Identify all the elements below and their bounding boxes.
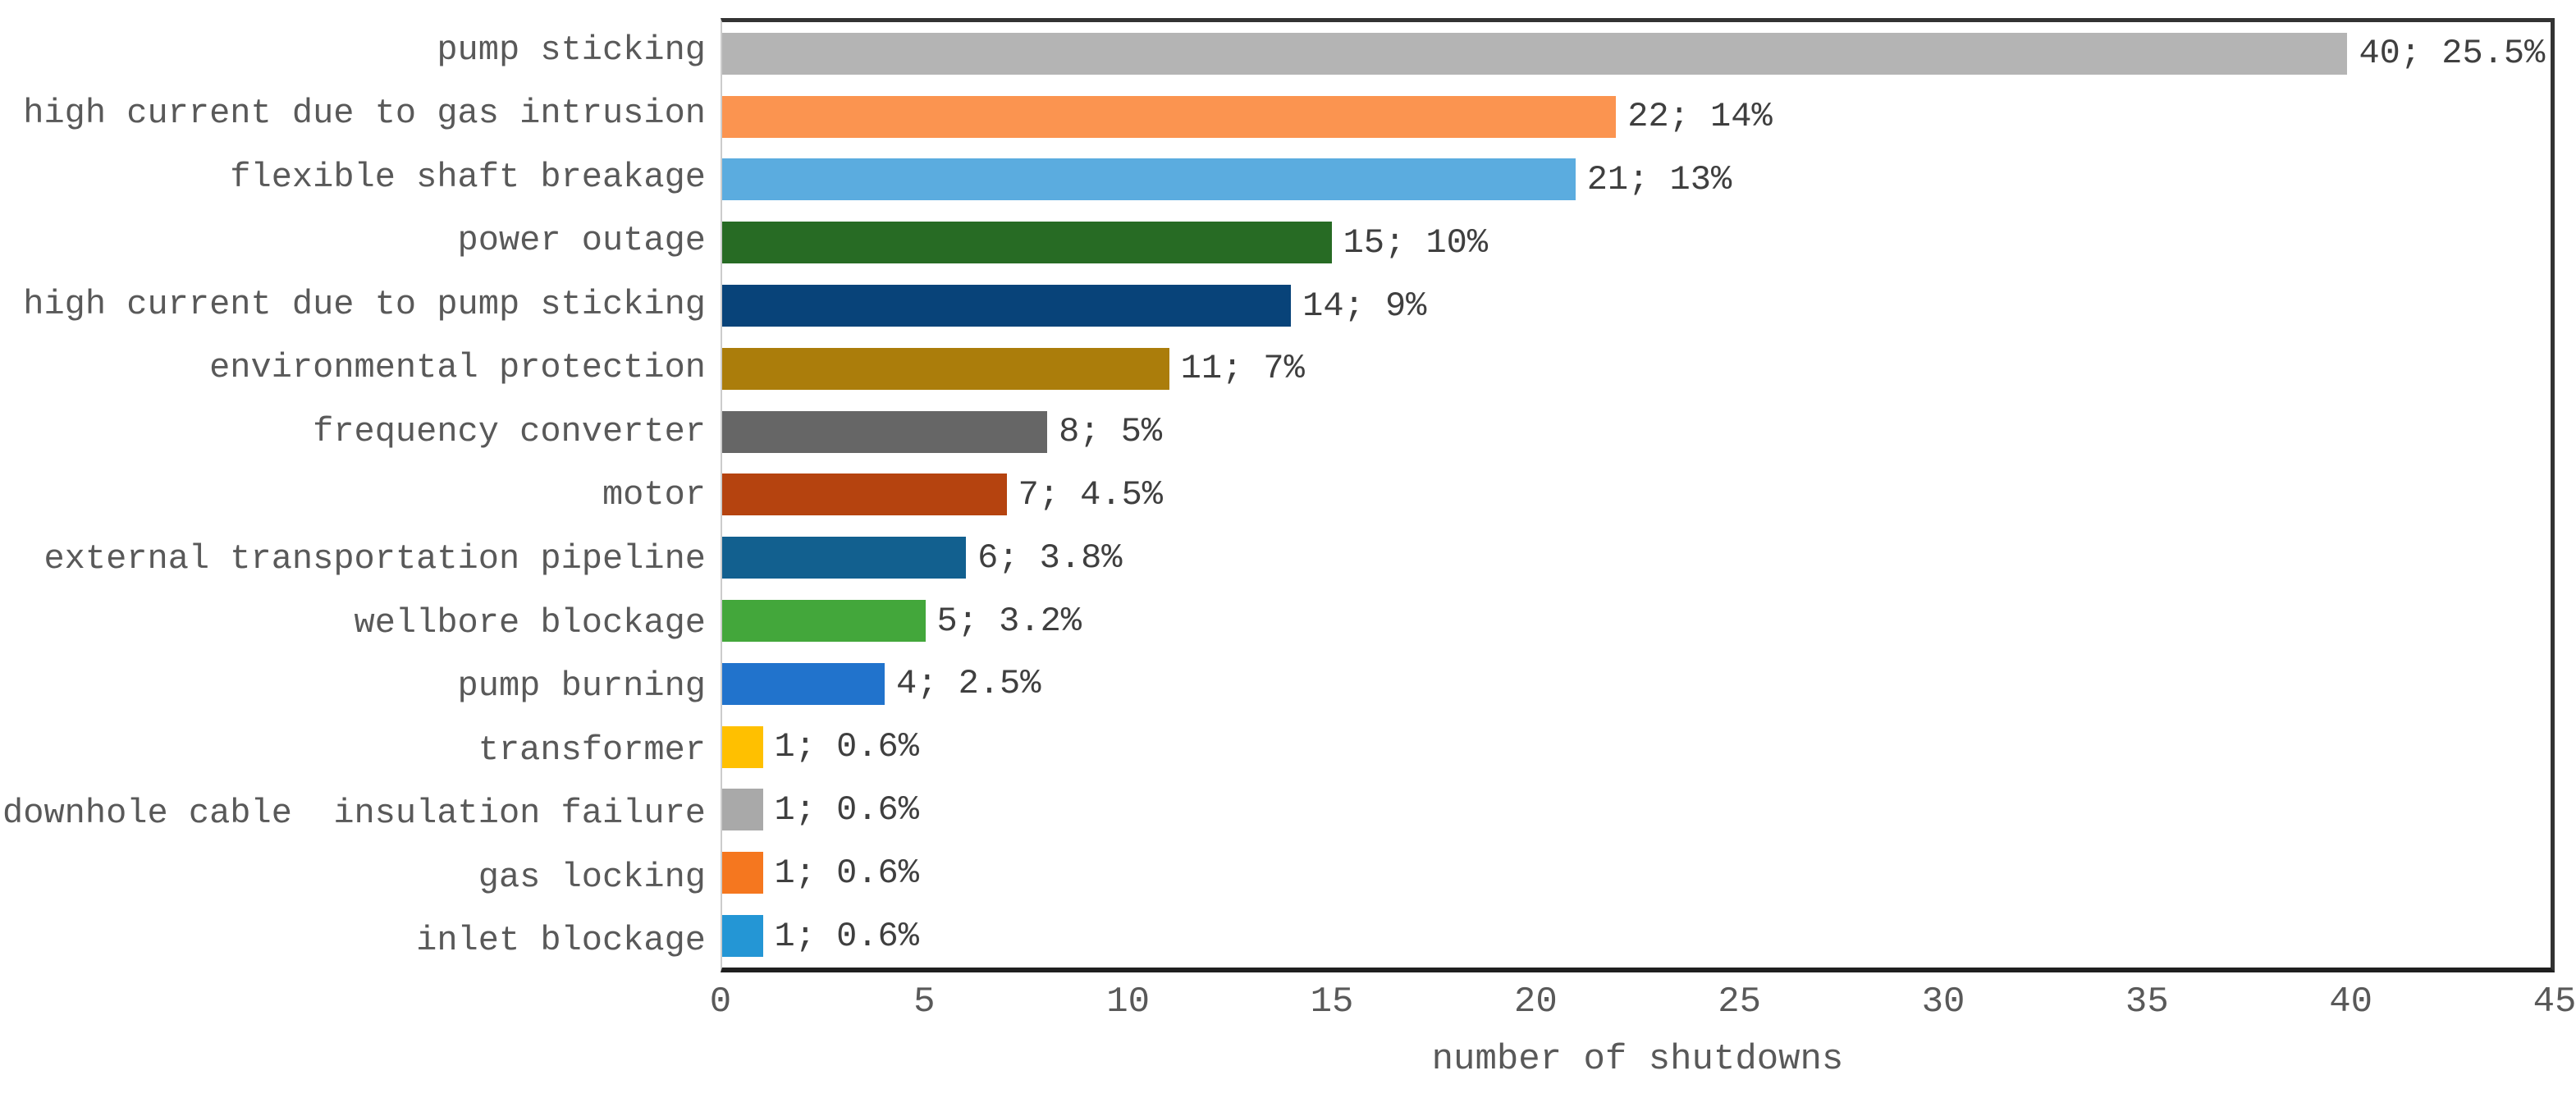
x-tick-label: 10 (1106, 981, 1151, 1023)
x-tick-label: 15 (1310, 981, 1354, 1023)
value-label: 4; 2.5% (896, 664, 1041, 704)
category-label: pump burning (457, 666, 706, 707)
value-label: 1; 0.6% (774, 916, 919, 956)
bar-row: 15; 10% (722, 211, 2551, 274)
value-label: 7; 4.5% (1018, 474, 1163, 515)
value-label: 8; 5% (1059, 412, 1163, 452)
category-label: frequency converter (313, 411, 706, 451)
bar (722, 222, 1332, 264)
bar (722, 410, 1048, 453)
category-label: high current due to pump sticking (23, 284, 706, 324)
category-label: motor (602, 475, 706, 515)
value-label: 1; 0.6% (774, 853, 919, 893)
bar (722, 95, 1617, 138)
category-label: gas locking (478, 857, 706, 897)
bar-row: 22; 14% (722, 85, 2551, 149)
x-tick-label: 40 (2329, 981, 2373, 1023)
bar (722, 789, 763, 831)
category-labels: pump sticking high current due to gas int… (0, 18, 706, 972)
x-axis-ticks: 0 5 10 15 20 25 30 35 40 45 (710, 981, 2576, 1031)
category-label: wellbore blockage (354, 602, 706, 643)
bar-row: 11; 7% (722, 337, 2551, 400)
value-label: 21; 13% (1586, 159, 1732, 199)
category-label: pump sticking (437, 30, 706, 70)
bar (722, 725, 763, 768)
x-tick-label: 25 (1718, 981, 1762, 1023)
bar (722, 662, 885, 705)
x-tick-label: 0 (709, 981, 732, 1023)
bar-row: 6; 3.8% (722, 526, 2551, 589)
category-label: downhole cable insulation failure (2, 794, 706, 834)
category-label: transformer (478, 730, 706, 770)
bar-row: 7; 4.5% (722, 464, 2551, 527)
value-label: 6; 3.8% (977, 538, 1123, 578)
bar-row: 4; 2.5% (722, 652, 2551, 716)
bar-row: 14; 9% (722, 274, 2551, 337)
bar (722, 600, 926, 643)
value-label: 1; 0.6% (774, 789, 919, 830)
bar (722, 852, 763, 894)
bar-row: 1; 0.6% (722, 841, 2551, 904)
value-label: 14; 9% (1302, 286, 1427, 326)
x-tick-label: 30 (1921, 981, 1965, 1023)
bar-row: 8; 5% (722, 400, 2551, 464)
x-tick-label: 35 (2125, 981, 2169, 1023)
bar (722, 915, 763, 958)
bar (722, 158, 1576, 201)
bar (722, 537, 967, 579)
category-label: high current due to gas intrusion (23, 94, 706, 134)
category-label: external transportation pipeline (43, 539, 706, 579)
bar (722, 285, 1292, 327)
x-tick-label: 20 (1513, 981, 1558, 1023)
x-axis-title: number of shutdowns (1431, 1039, 1844, 1080)
value-label: 15; 10% (1343, 222, 1489, 263)
bar (722, 347, 1169, 390)
category-label: inlet blockage (416, 921, 706, 961)
value-label: 40; 25.5% (2359, 34, 2546, 74)
bar (722, 474, 1007, 516)
bar (722, 32, 2348, 75)
x-tick-label: 5 (913, 981, 936, 1023)
bar-row: 40; 25.5% (722, 22, 2551, 85)
value-label: 11; 7% (1180, 349, 1305, 389)
plot-area: 40; 25.5% 22; 14% 21; 13% 15; 10% 14; 9% 11; … (721, 18, 2555, 972)
bar-row: 21; 13% (722, 149, 2551, 212)
category-label: flexible shaft breakage (230, 157, 706, 197)
bar-row: 1; 0.6% (722, 904, 2551, 968)
bar-rows: 40; 25.5% 22; 14% 21; 13% 15; 10% 14; 9% 11; … (722, 22, 2551, 968)
value-label: 1; 0.6% (774, 727, 919, 767)
value-label: 5; 3.2% (936, 601, 1082, 641)
bar-row: 1; 0.6% (722, 716, 2551, 779)
bar-row: 1; 0.6% (722, 779, 2551, 842)
category-label: environmental protection (209, 348, 706, 388)
category-label: power outage (457, 221, 706, 261)
bar-row: 5; 3.2% (722, 589, 2551, 652)
x-tick-label: 45 (2533, 981, 2576, 1023)
value-label: 22; 14% (1627, 97, 1773, 137)
